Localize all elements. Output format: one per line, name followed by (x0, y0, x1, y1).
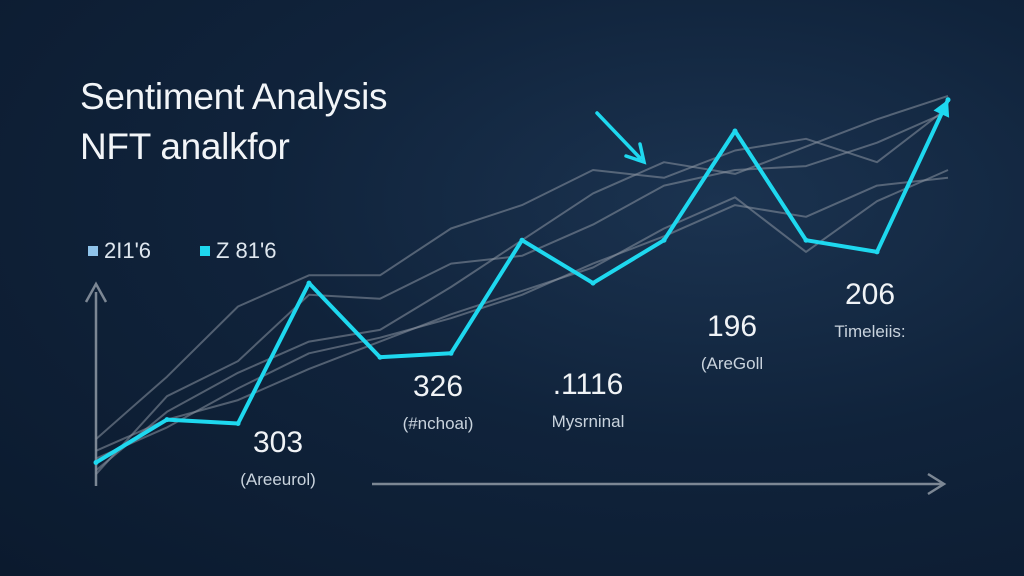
data-point-12 (874, 249, 880, 255)
decorative-arrows (595, 111, 647, 165)
annotation-value: .1116 (552, 368, 624, 401)
data-point-10 (732, 128, 738, 134)
data-point-7 (519, 237, 525, 243)
series-line-3 (95, 106, 949, 440)
down-trend-arrow-icon (595, 111, 647, 165)
annotation-label: (Areeurol) (240, 470, 316, 489)
data-point-6 (448, 350, 454, 356)
data-point-1 (93, 460, 99, 465)
annotation-value: 196 (706, 310, 758, 343)
annotation-label: Timeleiis: (834, 322, 906, 341)
data-point-4 (306, 280, 312, 286)
data-point-8 (590, 280, 596, 286)
series-line-2 (95, 110, 949, 475)
annotation-value: 206 (844, 278, 896, 311)
legend-swatch-1 (88, 246, 98, 256)
legend-label-1: 2I1'6 (104, 238, 152, 263)
x-axis-arrowhead (927, 472, 947, 496)
annotation-label: Mysrninal (551, 412, 625, 431)
annotation-value: 303 (252, 426, 304, 459)
annotation-label: (#nchoai) (402, 414, 474, 433)
series-layer (93, 94, 951, 475)
annotation-4: 196 (AreGoll (672, 310, 792, 374)
data-point-5 (377, 354, 383, 360)
data-point-3 (235, 421, 241, 426)
series-line-5 (95, 176, 949, 460)
chart-axes (84, 281, 947, 496)
annotation-2: 326 (#nchoai) (378, 370, 498, 434)
data-point-11 (803, 237, 809, 243)
series-line-6 (95, 169, 949, 452)
annotation-3: .1116 Mysrninal (528, 368, 648, 432)
y-axis-arrowhead (84, 281, 108, 303)
legend-item-1: 2I1'6 (88, 238, 151, 264)
legend-item-2: Z 81'6 (200, 238, 276, 264)
data-point-2 (164, 417, 170, 423)
data-point-9 (661, 237, 667, 243)
annotation-value: 326 (412, 370, 464, 403)
chart-title-line1: Sentiment Analysis (80, 76, 388, 117)
legend-label-2: Z 81'6 (216, 238, 277, 263)
series-arrowhead (933, 99, 950, 118)
annotation-5: 206 Timeleiis: (810, 278, 930, 342)
legend-swatch-2 (200, 246, 210, 256)
annotation-label: (AreGoll (700, 354, 764, 373)
data-point-13 (945, 97, 951, 103)
chart-title-line2: NFT analkfor (80, 126, 290, 167)
annotation-1: 303 (Areeurol) (218, 426, 338, 490)
